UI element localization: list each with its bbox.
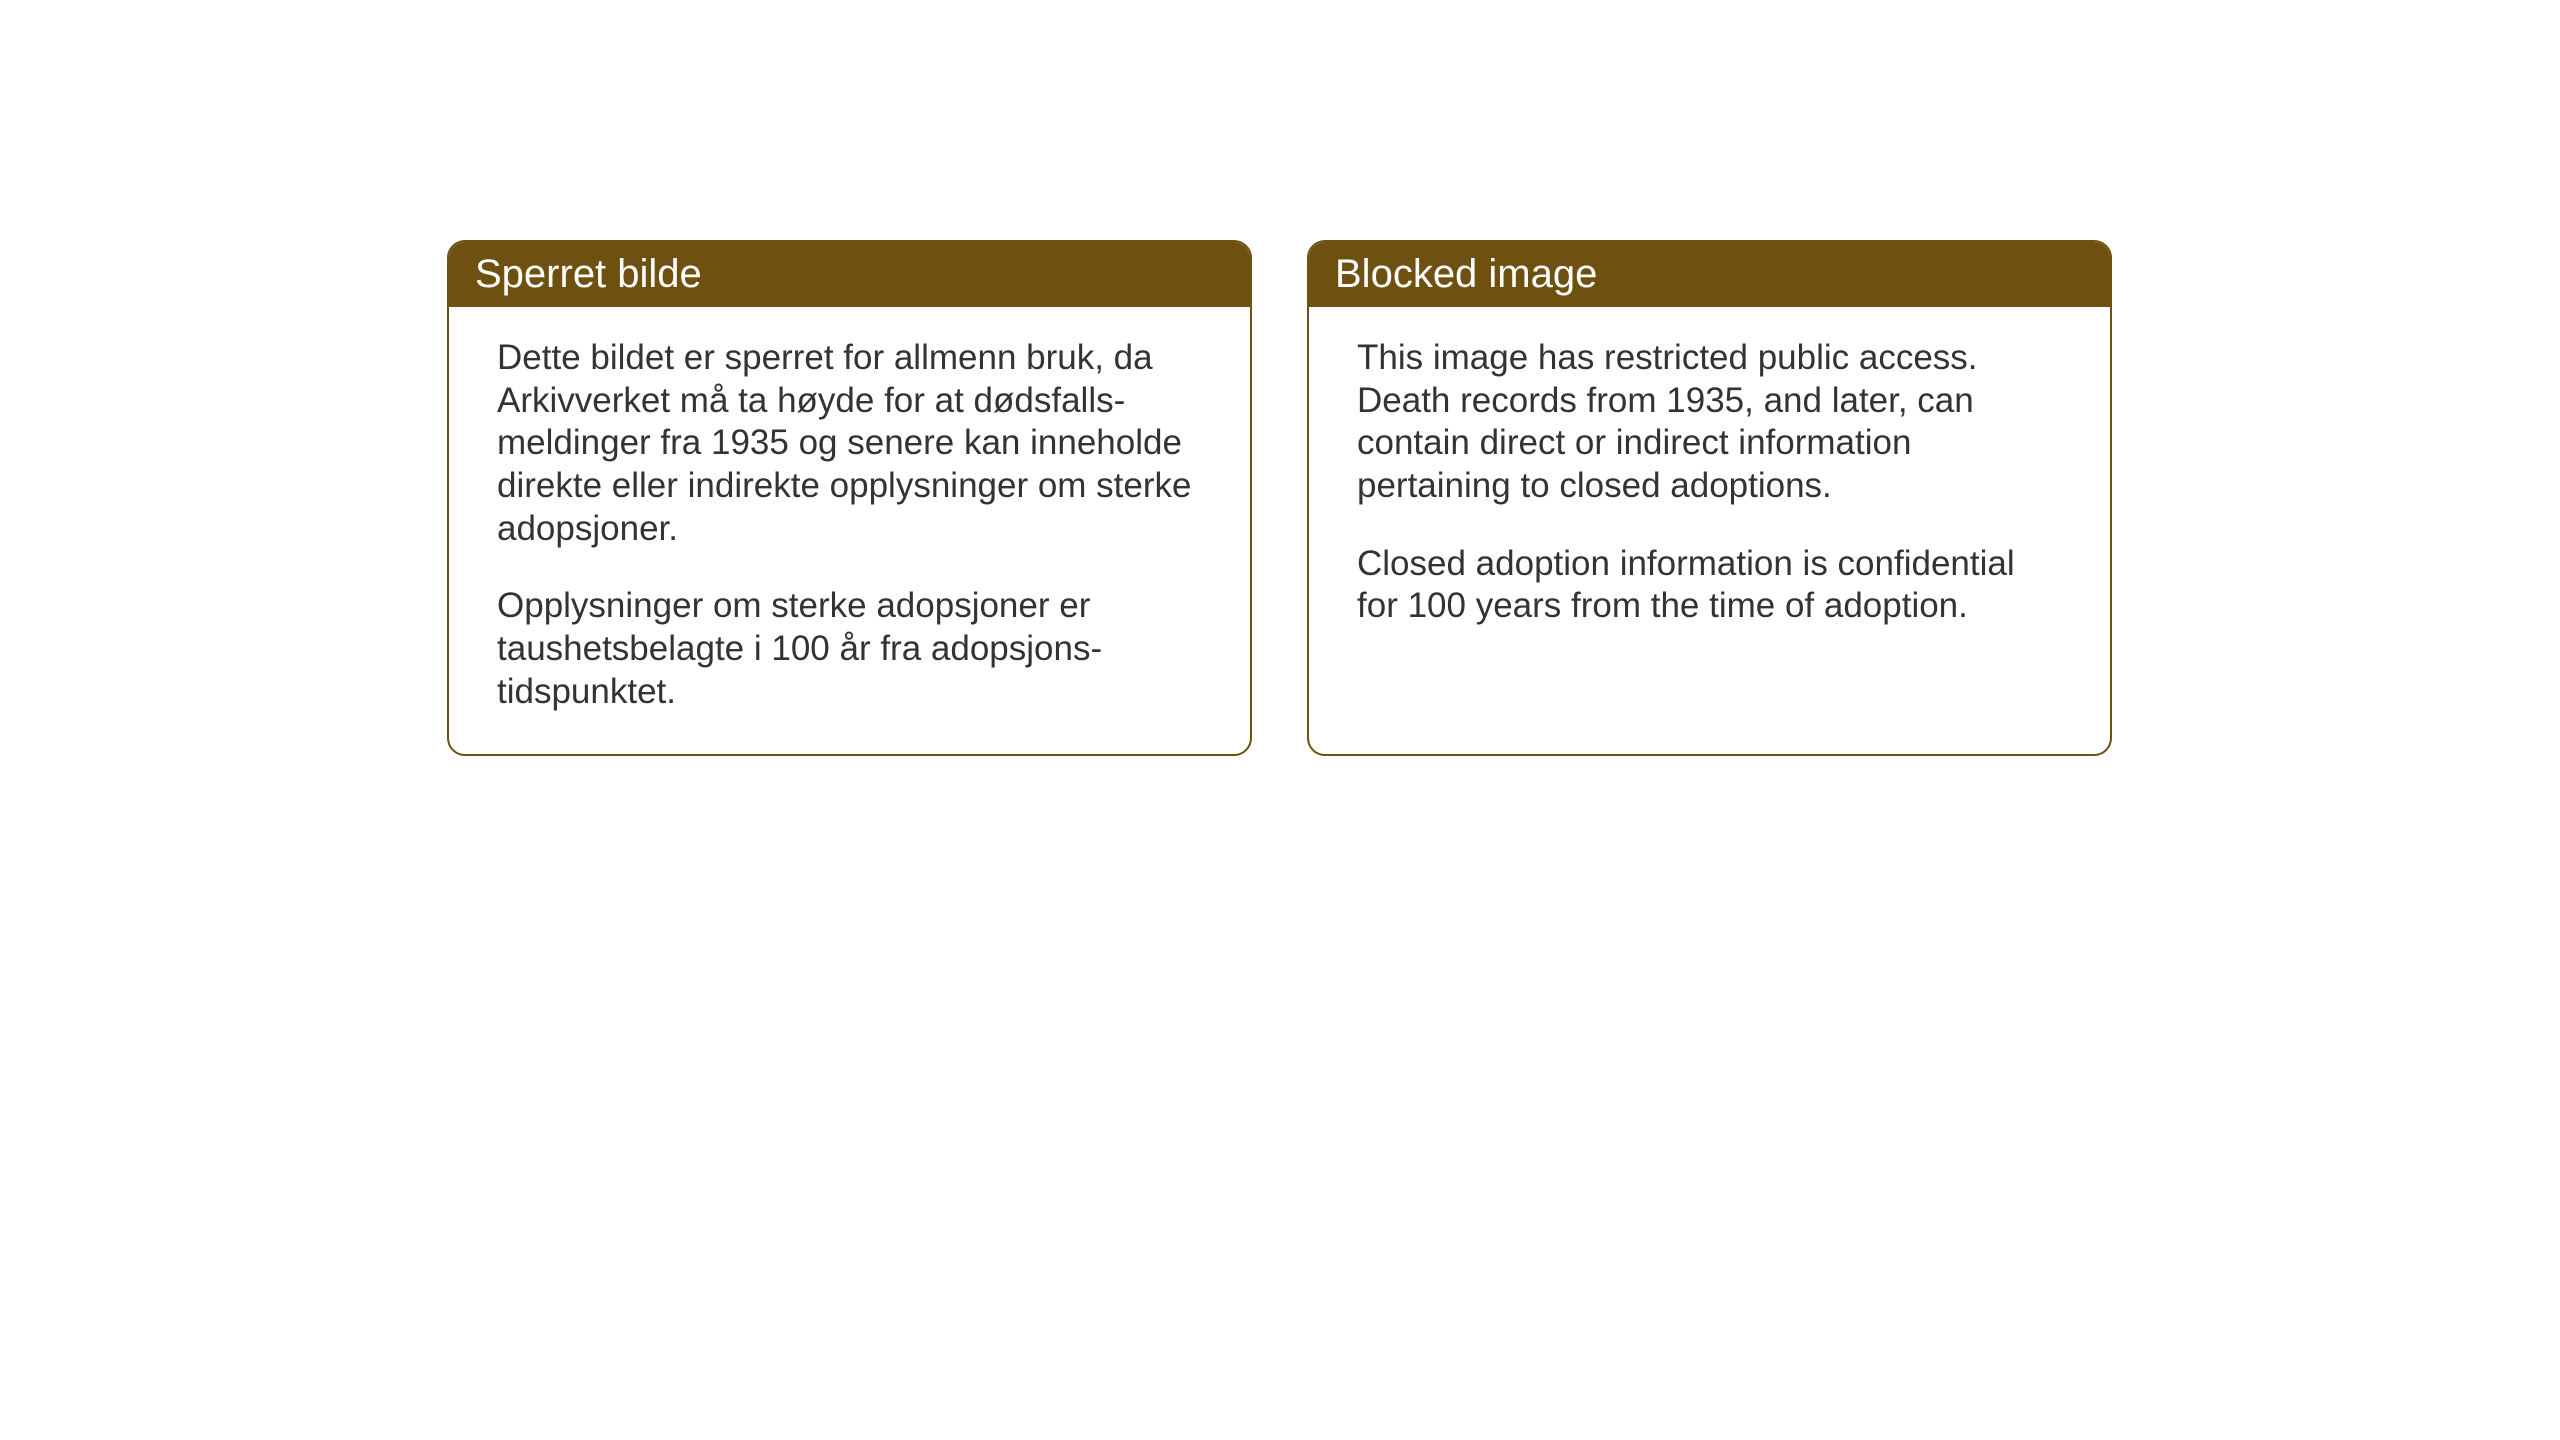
english-notice-card: Blocked image This image has restricted … xyxy=(1307,240,2112,756)
english-card-title: Blocked image xyxy=(1309,242,2110,307)
english-card-body: This image has restricted public access.… xyxy=(1309,307,2110,668)
norwegian-paragraph-1: Dette bildet er sperret for allmenn bruk… xyxy=(497,337,1202,550)
notice-container: Sperret bilde Dette bildet er sperret fo… xyxy=(447,240,2112,756)
english-paragraph-2: Closed adoption information is confident… xyxy=(1357,543,2062,628)
norwegian-card-body: Dette bildet er sperret for allmenn bruk… xyxy=(449,307,1250,754)
norwegian-paragraph-2: Opplysninger om sterke adopsjoner er tau… xyxy=(497,585,1202,713)
english-paragraph-1: This image has restricted public access.… xyxy=(1357,337,2062,508)
norwegian-card-title: Sperret bilde xyxy=(449,242,1250,307)
norwegian-notice-card: Sperret bilde Dette bildet er sperret fo… xyxy=(447,240,1252,756)
